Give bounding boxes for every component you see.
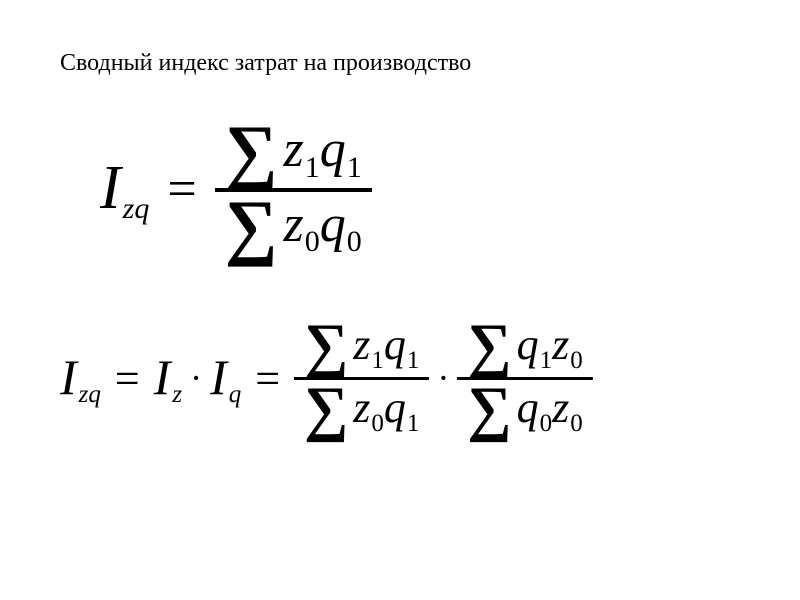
subscript-0: 0: [569, 410, 583, 437]
symbol-z: z: [552, 320, 569, 369]
slide-title: Сводный индекс затрат на производство: [60, 50, 740, 77]
term-q1z0: q1z0: [517, 319, 583, 375]
term-z0q0: z0q0: [283, 195, 361, 260]
symbol-I: I: [60, 349, 77, 405]
sigma-icon: ∑: [225, 119, 278, 186]
symbol-z: z: [283, 121, 303, 178]
subscript-0: 0: [304, 225, 320, 258]
fraction-main: ∑ z1q1 ∑ z0q0: [215, 117, 372, 262]
symbol-q: q: [384, 383, 406, 432]
subscript-0: 0: [370, 410, 384, 437]
symbol-z: z: [353, 320, 370, 369]
formula-izq-definition: Izq = ∑ z1q1 ∑ z0q0: [100, 117, 740, 262]
subscript-z: z: [170, 381, 182, 408]
sigma-icon: ∑: [467, 319, 511, 375]
symbol-q: q: [517, 320, 539, 369]
subscript-0: 0: [539, 410, 553, 437]
subscript-q: q: [227, 381, 242, 408]
subscript-1: 1: [406, 410, 420, 437]
symbol-z: z: [353, 383, 370, 432]
cdot-icon: ·: [182, 357, 210, 399]
formula-izq-decomposition: Izq = Iz · Iq = ∑ z1q1 ∑ z0q1: [60, 317, 740, 440]
fraction-iq: ∑ q1z0 ∑ q0z0: [457, 317, 592, 440]
subscript-1: 1: [406, 347, 420, 374]
sigma-icon: ∑: [304, 382, 348, 438]
equals-sign: =: [241, 353, 294, 404]
term-z1q1: z1q1: [353, 319, 419, 375]
numerator: ∑ q1z0: [457, 317, 592, 377]
factor-I-q: Iq: [210, 348, 241, 410]
symbol-q: q: [320, 121, 346, 178]
cdot-icon: ·: [429, 357, 457, 399]
equals-sign: =: [149, 160, 214, 219]
factor-I-z: Iz: [154, 348, 182, 410]
subscript-1: 1: [539, 347, 553, 374]
subscript-1: 1: [346, 151, 362, 184]
numerator: ∑ z1q1: [215, 117, 372, 188]
symbol-z: z: [552, 383, 569, 432]
subscript-0: 0: [569, 347, 583, 374]
symbol-q: q: [320, 196, 346, 253]
numerator: ∑ z1q1: [294, 317, 429, 377]
symbol-z: z: [283, 196, 303, 253]
denominator: ∑ q0z0: [457, 380, 592, 440]
sigma-icon: ∑: [225, 194, 278, 261]
denominator: ∑ z0q0: [215, 192, 372, 263]
symbol-I: I: [154, 349, 171, 405]
term-z0q1: z0q1: [353, 382, 419, 438]
lhs-I-zq: Izq: [100, 153, 149, 227]
subscript-0: 0: [346, 225, 362, 258]
fraction-iz: ∑ z1q1 ∑ z0q1: [294, 317, 429, 440]
symbol-q: q: [517, 383, 539, 432]
sigma-icon: ∑: [304, 319, 348, 375]
subscript-1: 1: [304, 151, 320, 184]
equals-sign: =: [101, 353, 154, 404]
lhs-I-zq: Izq: [60, 348, 101, 410]
sigma-icon: ∑: [467, 382, 511, 438]
subscript-1: 1: [370, 347, 384, 374]
symbol-q: q: [384, 320, 406, 369]
symbol-I: I: [100, 154, 121, 222]
denominator: ∑ z0q1: [294, 380, 429, 440]
subscript-zq: zq: [121, 192, 150, 225]
term-z1q1: z1q1: [283, 120, 361, 185]
slide: Сводный индекс затрат на производство Iz…: [0, 0, 800, 600]
term-q0z0: q0z0: [517, 382, 583, 438]
symbol-I: I: [210, 349, 227, 405]
subscript-zq: zq: [77, 381, 101, 408]
